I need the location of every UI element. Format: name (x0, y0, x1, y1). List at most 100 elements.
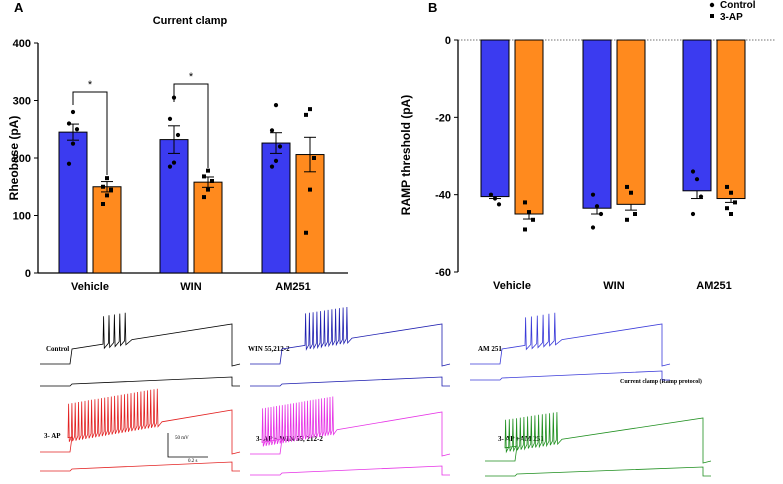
data-point (206, 168, 210, 173)
scale-bar (167, 433, 208, 458)
protocol-am251 (470, 370, 670, 381)
panel-a-letter: A (14, 0, 24, 15)
protocol-ap-am251 (485, 466, 711, 477)
data-point (74, 127, 80, 132)
data-point (66, 121, 72, 126)
trace-label-ap: 3- AP (44, 432, 61, 440)
data-point (523, 200, 527, 205)
data-point (312, 156, 316, 160)
data-point (308, 107, 312, 112)
chart-a-ylabel: Rheobase (pA) (7, 116, 21, 201)
y-tick-label: -40 (435, 190, 451, 202)
bar-control-am251 (682, 39, 712, 192)
legend-ap-label: 3-AP (720, 12, 743, 23)
protocol-ap-win (250, 465, 450, 476)
data-point (167, 116, 173, 121)
data-point (304, 112, 308, 117)
y-tick-label: -60 (435, 267, 451, 279)
legend-ap-marker (710, 14, 714, 18)
significance-bracket (173, 83, 209, 168)
data-point (694, 177, 700, 182)
x-tick-label: Vehicle (71, 281, 109, 293)
trace-ap-win (250, 396, 451, 457)
bar-control-vehicle (480, 39, 510, 198)
chart-a-title: Current clamp (153, 15, 228, 27)
data-point (210, 179, 214, 183)
data-point (269, 128, 275, 133)
significance-bracket (72, 91, 108, 175)
data-point (70, 141, 76, 146)
bar-3-ap-vehicle (514, 39, 544, 215)
data-point (167, 164, 173, 169)
data-point (308, 187, 312, 192)
data-point (496, 202, 502, 207)
data-point (590, 225, 596, 230)
data-point (109, 187, 113, 192)
bar-3-ap-win (193, 181, 223, 274)
legend-control-label: Control (720, 0, 756, 11)
protocol-ap (40, 461, 240, 472)
data-point (105, 193, 109, 198)
legend: Control 3-AP (709, 0, 756, 23)
trace-ap (40, 388, 241, 455)
y-tick-label: 100 (13, 211, 31, 223)
significance-label: * (88, 79, 93, 91)
x-tick-label: WIN (603, 280, 624, 292)
bar-3-ap-win (616, 39, 646, 205)
data-point (70, 109, 76, 115)
data-point (729, 190, 733, 195)
trace-label-control: Control (46, 345, 69, 353)
data-point (725, 206, 729, 211)
scale-bar-time: 0.2 s (188, 459, 198, 464)
bar-control-vehicle (58, 131, 88, 274)
data-point (523, 227, 527, 232)
bar-3-ap-vehicle (92, 186, 122, 274)
data-point (206, 187, 210, 192)
data-point (273, 103, 279, 108)
scale-bar-voltage: 50 mV (175, 436, 189, 441)
rheobase-chart: 0 100 200 300 400 Vehicle WIN AM251 * * (13, 38, 348, 293)
trace-label-am251: AM 251 (478, 345, 502, 353)
data-point (269, 164, 275, 169)
chart-b-ylabel: RAMP threshold (pA) (399, 95, 413, 215)
x-tick-label: WIN (180, 281, 201, 293)
x-tick-label: AM251 (696, 280, 731, 292)
trace-label-protocol: Current clamp (Ramp protocol) (620, 378, 702, 385)
data-point (527, 210, 531, 215)
data-point (304, 230, 308, 235)
bar-3-ap-am251 (295, 154, 325, 274)
trace-ap-am251 (485, 412, 712, 464)
data-point (725, 184, 729, 189)
data-point (690, 211, 696, 217)
significance-label: * (189, 71, 194, 83)
data-point (633, 212, 637, 216)
data-point (277, 144, 283, 149)
data-point (698, 194, 704, 199)
trace-am251 (470, 312, 671, 367)
data-point (202, 195, 206, 200)
trace-label-win: WIN 55,212-2 (248, 345, 290, 353)
ramp-threshold-chart: 0 -20 -40 -60 Vehicle WIN AM251 (435, 35, 776, 292)
data-point (273, 158, 279, 163)
protocol-win (250, 376, 450, 387)
data-point (625, 184, 629, 189)
data-point (171, 160, 177, 165)
y-tick-label: 0 (445, 35, 451, 47)
bar-control-win (582, 39, 612, 209)
legend-control-marker (709, 2, 715, 8)
x-tick-label: Vehicle (493, 280, 531, 292)
data-point (594, 204, 600, 209)
data-point (202, 174, 206, 179)
data-point (729, 212, 733, 216)
panel-b-letter: B (428, 0, 437, 15)
data-point (101, 184, 105, 189)
data-point (175, 132, 181, 138)
data-point (625, 217, 629, 222)
data-point (66, 161, 72, 166)
trace-win (250, 306, 451, 367)
data-point (629, 190, 633, 195)
data-point (105, 176, 109, 181)
data-point (531, 217, 535, 222)
y-tick-label: 400 (13, 38, 31, 50)
data-point (590, 192, 596, 197)
